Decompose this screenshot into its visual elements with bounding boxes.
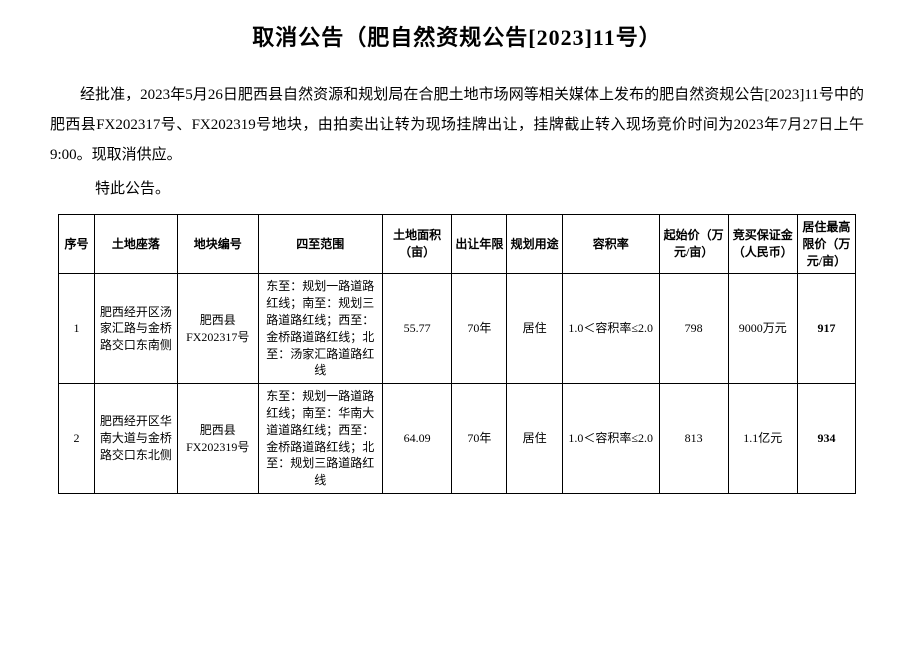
closing-statement: 特此公告。	[50, 174, 864, 204]
cell-use: 居住	[507, 274, 562, 384]
table-row: 1 肥西经开区汤家汇路与金桥路交口东南侧 肥西县FX202317号 东至：规划一…	[59, 274, 856, 384]
header-max: 居住最高限价（万元/亩）	[797, 215, 855, 274]
land-parcel-table: 序号 土地座落 地块编号 四至范围 土地面积（亩） 出让年限 规划用途 容积率 …	[58, 214, 856, 494]
cell-max: 934	[797, 384, 855, 494]
cell-location: 肥西经开区华南大道与金桥路交口东北侧	[94, 384, 177, 494]
cell-range: 东至：规划一路道路红线；南至：规划三路道路红线；西至：金桥路道路红线；北至：汤家…	[258, 274, 382, 384]
header-deposit: 竞买保证金（人民币）	[728, 215, 797, 274]
cell-use: 居住	[507, 384, 562, 494]
cell-block: 肥西县FX202317号	[177, 274, 258, 384]
cell-deposit: 1.1亿元	[728, 384, 797, 494]
cell-block: 肥西县FX202319号	[177, 384, 258, 494]
cell-deposit: 9000万元	[728, 274, 797, 384]
cell-area: 55.77	[383, 274, 452, 384]
document-title: 取消公告（肥自然资规公告[2023]11号）	[50, 20, 864, 52]
cell-price: 813	[659, 384, 728, 494]
header-area: 土地面积（亩）	[383, 215, 452, 274]
header-seq: 序号	[59, 215, 95, 274]
cell-seq: 2	[59, 384, 95, 494]
cell-ratio: 1.0＜容积率≤2.0	[562, 274, 659, 384]
header-range: 四至范围	[258, 215, 382, 274]
header-ratio: 容积率	[562, 215, 659, 274]
cell-max: 917	[797, 274, 855, 384]
cell-term: 70年	[452, 384, 507, 494]
header-location: 土地座落	[94, 215, 177, 274]
cell-ratio: 1.0＜容积率≤2.0	[562, 384, 659, 494]
cell-seq: 1	[59, 274, 95, 384]
cell-range: 东至：规划一路道路红线；南至：华南大道道路红线；西至：金桥路道路红线；北至：规划…	[258, 384, 382, 494]
header-block: 地块编号	[177, 215, 258, 274]
table-header-row: 序号 土地座落 地块编号 四至范围 土地面积（亩） 出让年限 规划用途 容积率 …	[59, 215, 856, 274]
header-use: 规划用途	[507, 215, 562, 274]
paragraph-1: 经批准，2023年5月26日肥西县自然资源和规划局在合肥土地市场网等相关媒体上发…	[50, 80, 864, 170]
table-container: 序号 土地座落 地块编号 四至范围 土地面积（亩） 出让年限 规划用途 容积率 …	[50, 214, 864, 494]
cell-area: 64.09	[383, 384, 452, 494]
cell-price: 798	[659, 274, 728, 384]
cell-location: 肥西经开区汤家汇路与金桥路交口东南侧	[94, 274, 177, 384]
header-price: 起始价（万元/亩）	[659, 215, 728, 274]
cell-term: 70年	[452, 274, 507, 384]
header-term: 出让年限	[452, 215, 507, 274]
table-row: 2 肥西经开区华南大道与金桥路交口东北侧 肥西县FX202319号 东至：规划一…	[59, 384, 856, 494]
